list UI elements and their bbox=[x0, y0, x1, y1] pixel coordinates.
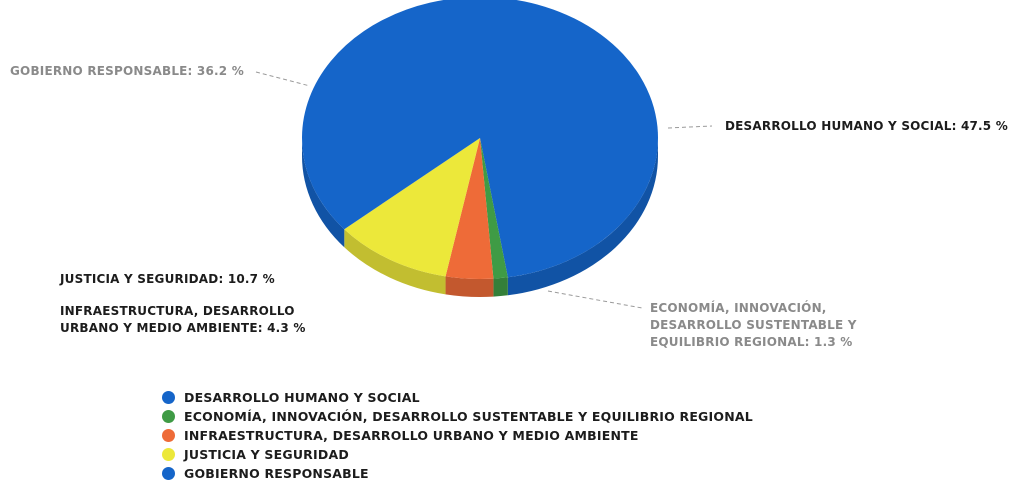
data-label-2: ECONOMÍA, INNOVACIÓN, DESARROLLO SUSTENTA… bbox=[650, 300, 857, 351]
pie-slice-3 bbox=[445, 138, 494, 279]
leader-line bbox=[255, 71, 311, 87]
pie-slice-1 bbox=[480, 0, 658, 278]
data-label-1: DESARROLLO HUMANO Y SOCIAL: 47.5 % bbox=[725, 118, 1008, 135]
legend-item: INFRAESTRUCTURA, DESARROLLO URBANO Y MED… bbox=[162, 426, 753, 445]
legend-swatch bbox=[162, 467, 175, 480]
legend-swatch bbox=[162, 410, 175, 423]
pie-slice-side-4 bbox=[344, 229, 446, 295]
pie-slice-side-1 bbox=[507, 138, 658, 296]
data-label-line: DESARROLLO HUMANO Y SOCIAL: 47.5 % bbox=[725, 119, 1008, 133]
pie-slice-4 bbox=[344, 138, 480, 277]
legend-swatch bbox=[162, 448, 175, 461]
data-label-line: GOBIERNO RESPONSABLE: 36.2 % bbox=[10, 64, 244, 78]
legend-swatch bbox=[162, 391, 175, 404]
data-label-line: ECONOMÍA, INNOVACIÓN, bbox=[650, 301, 827, 315]
data-label-line: JUSTICIA Y SEGURIDAD: 10.7 % bbox=[60, 272, 275, 286]
leader-line bbox=[547, 290, 643, 309]
legend-item: JUSTICIA Y SEGURIDAD bbox=[162, 445, 753, 464]
data-label-line: DESARROLLO SUSTENTABLE Y bbox=[650, 318, 857, 332]
legend-label: GOBIERNO RESPONSABLE bbox=[184, 466, 369, 481]
data-label-line: URBANO Y MEDIO AMBIENTE: 4.3 % bbox=[60, 321, 306, 335]
legend-label: DESARROLLO HUMANO Y SOCIAL bbox=[184, 390, 420, 405]
legend-item: GOBIERNO RESPONSABLE bbox=[162, 464, 753, 483]
legend: DESARROLLO HUMANO Y SOCIAL ECONOMÍA, INNO… bbox=[162, 388, 753, 483]
data-label-5: GOBIERNO RESPONSABLE: 36.2 % bbox=[10, 63, 244, 80]
data-label-line: INFRAESTRUCTURA, DESARROLLO bbox=[60, 304, 295, 318]
pie-slice-side-5 bbox=[302, 138, 345, 248]
pie-slice-side-2 bbox=[493, 277, 508, 297]
legend-label: JUSTICIA Y SEGURIDAD bbox=[184, 447, 349, 462]
legend-swatch bbox=[162, 429, 175, 442]
data-label-3: INFRAESTRUCTURA, DESARROLLO URBANO Y MEDI… bbox=[60, 303, 306, 337]
pie-slice-5 bbox=[302, 0, 480, 230]
pie-slice-side-3 bbox=[445, 276, 494, 297]
legend-label: ECONOMÍA, INNOVACIÓN, DESARROLLO SUSTENT… bbox=[184, 409, 753, 424]
data-label-line: EQUILIBRIO REGIONAL: 1.3 % bbox=[650, 335, 853, 349]
leader-line bbox=[667, 125, 713, 129]
data-label-4: JUSTICIA Y SEGURIDAD: 10.7 % bbox=[60, 271, 275, 288]
legend-item: ECONOMÍA, INNOVACIÓN, DESARROLLO SUSTENT… bbox=[162, 407, 753, 426]
legend-item: DESARROLLO HUMANO Y SOCIAL bbox=[162, 388, 753, 407]
legend-label: INFRAESTRUCTURA, DESARROLLO URBANO Y MED… bbox=[184, 428, 639, 443]
pie-slice-2 bbox=[480, 138, 508, 279]
